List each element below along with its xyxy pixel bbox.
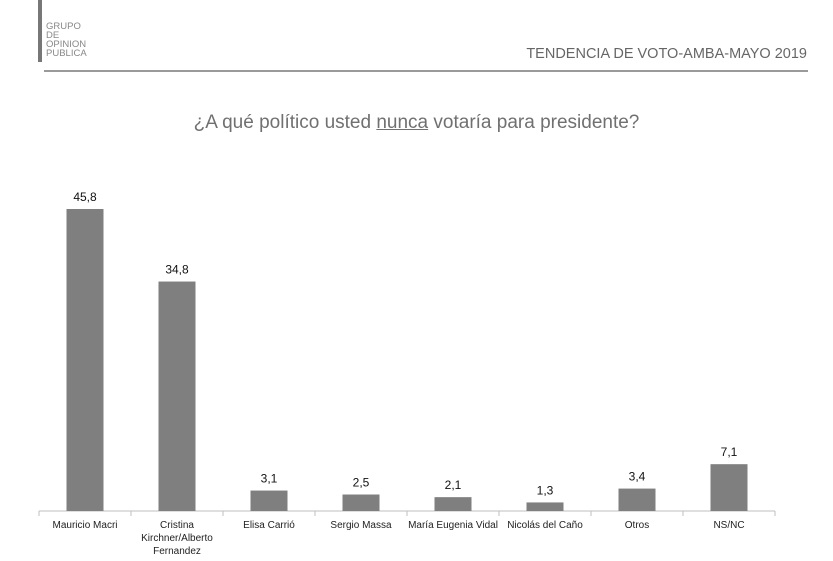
title-part: ¿A qué político usted: [193, 112, 377, 133]
logo-mark: [38, 0, 42, 62]
chart-title: ¿A qué político usted nunca votaría para…: [0, 112, 833, 134]
data-label: 3,1: [261, 472, 278, 486]
data-label: 34,8: [165, 263, 189, 277]
logo-line: OPINION: [46, 39, 87, 50]
bar: [66, 209, 104, 511]
category-label: Fernandez: [153, 546, 201, 557]
category-label: María Eugenia Vidal: [408, 520, 498, 531]
bar: [158, 281, 196, 511]
logo: GRUPO DE OPINION PUBLICA: [46, 21, 87, 59]
bar: [618, 488, 656, 511]
title-part: votaría para presidente?: [428, 112, 640, 133]
bar: [434, 497, 472, 511]
category-label: Nicolás del Caño: [507, 520, 583, 531]
bar: [342, 494, 380, 511]
category-label: Sergio Massa: [330, 520, 392, 531]
data-label: 1,3: [537, 483, 554, 497]
title-emphasis: nunca: [376, 112, 429, 133]
category-label: NS/NC: [713, 520, 744, 531]
logo-line: GRUPO: [46, 21, 81, 32]
category-label: Otros: [625, 520, 649, 531]
logo-line: DE: [46, 30, 60, 41]
bar: [710, 464, 748, 511]
data-label: 2,1: [445, 478, 462, 492]
bar: [526, 502, 564, 511]
header-title: TENDENCIA DE VOTO-AMBA-MAYO 2019: [526, 46, 807, 62]
category-label: Cristina: [160, 520, 194, 531]
header-divider: [44, 70, 808, 72]
category-label: Elisa Carrió: [243, 520, 295, 531]
category-label: Mauricio Macri: [52, 520, 117, 531]
data-label: 7,1: [721, 445, 738, 459]
data-label: 45,8: [73, 190, 97, 204]
logo-line: PUBLICA: [46, 48, 87, 59]
bar: [250, 490, 288, 511]
category-label: Kirchner/Alberto: [141, 533, 213, 544]
data-label: 2,5: [353, 476, 370, 490]
data-label: 3,4: [629, 470, 646, 484]
